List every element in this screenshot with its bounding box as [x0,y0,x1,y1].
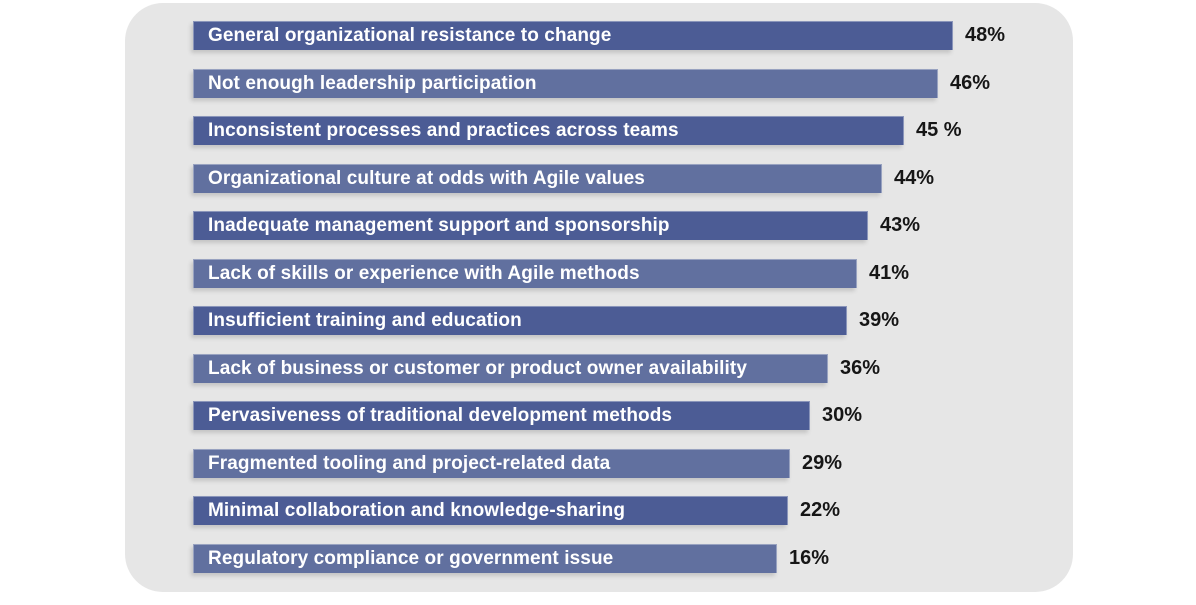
value-label: 45 % [916,119,962,141]
bar: Minimal collaboration and knowledge-shar… [193,496,788,525]
value-label: 30% [822,404,863,426]
bar-label: Inconsistent processes and practices acr… [208,120,679,141]
chart-panel: General organizational resistance to cha… [125,3,1073,592]
bar: Lack of skills or experience with Agile … [193,258,857,288]
bar: Organizational culture at odds with Agil… [193,163,882,193]
bar: Regulatory compliance or government issu… [193,543,777,573]
bar: Fragmented tooling and project-related d… [193,448,790,478]
bar-label: Lack of business or customer or product … [208,357,747,379]
bar: Lack of business or customer or product … [193,353,828,383]
value-label: 48% [965,24,1006,46]
bar-row: Minimal collaboration and knowledge-shar… [193,496,1073,525]
bar-chart: General organizational resistance to cha… [193,21,1073,573]
value-label: 41% [869,261,910,284]
bar: General organizational resistance to cha… [193,21,953,50]
bar-row: Lack of business or customer or product … [193,353,1073,383]
bar-row: Organizational culture at odds with Agil… [193,163,1073,193]
value-label: 22% [800,499,841,521]
bar: Pervasiveness of traditional development… [193,401,810,430]
bar-row: Lack of skills or experience with Agile … [193,258,1073,288]
bar-label: Not enough leadership participation [208,72,537,94]
bar-label: Lack of skills or experience with Agile … [208,262,640,284]
bar-label: Minimal collaboration and knowledge-shar… [208,500,626,521]
bar-row: Insufficient training and education 39% [193,306,1073,335]
bar-row: Fragmented tooling and project-related d… [193,448,1073,478]
bar-row: Inconsistent processes and practices acr… [193,116,1073,145]
value-label: 16% [789,546,830,569]
bar: Insufficient training and education [193,306,847,335]
value-label: 46% [950,71,991,94]
bar: Inadequate management support and sponso… [193,211,868,240]
value-label: 29% [802,451,843,474]
bar-label: Fragmented tooling and project-related d… [208,452,611,474]
bar-row: General organizational resistance to cha… [193,21,1073,50]
value-label: 36% [840,356,881,379]
bar-row: Regulatory compliance or government issu… [193,543,1073,573]
bar-label: Pervasiveness of traditional development… [208,405,673,426]
bar: Inconsistent processes and practices acr… [193,116,904,145]
bar: Not enough leadership participation [193,68,938,98]
bar-label: Inadequate management support and sponso… [208,215,670,236]
bar-label: Regulatory compliance or government issu… [208,547,614,569]
value-label: 43% [880,214,921,236]
value-label: 39% [859,309,900,331]
value-label: 44% [894,166,935,189]
bar-label: Insufficient training and education [208,310,522,331]
bar-label: General organizational resistance to cha… [208,25,612,46]
bar-label: Organizational culture at odds with Agil… [208,167,645,189]
bar-row: Inadequate management support and sponso… [193,211,1073,240]
bar-row: Pervasiveness of traditional development… [193,401,1073,430]
bar-row: Not enough leadership participation 46% [193,68,1073,98]
